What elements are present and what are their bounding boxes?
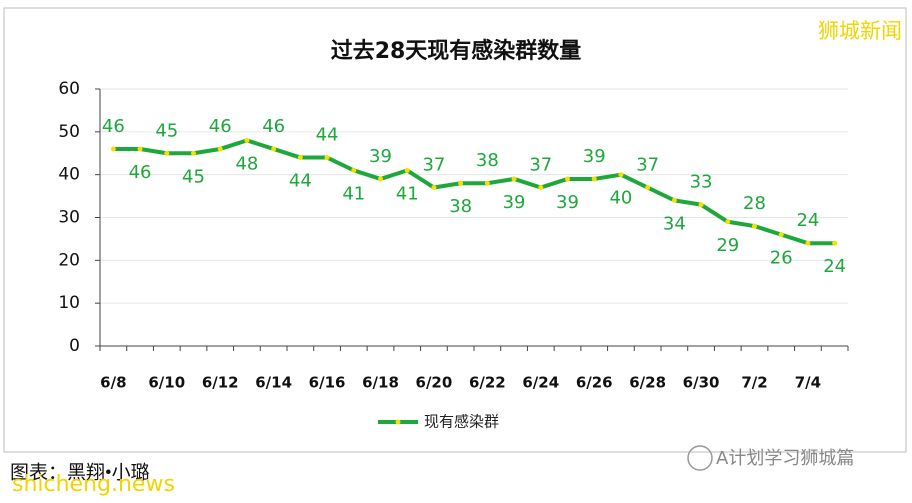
data-label: 45	[182, 166, 205, 187]
y-tick-label: 40	[58, 165, 80, 185]
credit: 图表：黑翔•小璐	[10, 461, 150, 483]
wechat-icon	[687, 445, 713, 471]
point-marker	[351, 167, 357, 173]
point-marker	[832, 240, 838, 246]
data-label: 41	[342, 183, 365, 204]
data-label: 45	[155, 120, 178, 141]
x-tick-label: 6/12	[202, 374, 239, 392]
x-tick-label: 6/20	[416, 374, 453, 392]
point-marker	[671, 197, 677, 203]
x-tick-label: 6/22	[469, 374, 506, 392]
data-label: 39	[583, 146, 606, 167]
legend-label: 现有感染群	[424, 413, 499, 431]
watermark: 狮城新闻	[818, 19, 902, 43]
y-tick-label: 50	[58, 122, 80, 142]
point-marker	[164, 150, 170, 156]
point-marker	[110, 146, 116, 152]
account-name: A计划学习狮城篇	[716, 448, 854, 469]
point-marker	[297, 155, 303, 161]
data-label: 38	[476, 150, 499, 171]
point-marker	[805, 240, 811, 246]
data-label: 48	[235, 153, 258, 174]
x-tick-label: 6/14	[255, 374, 292, 392]
x-tick-label: 6/28	[629, 374, 666, 392]
point-marker	[511, 176, 517, 182]
data-label: 33	[690, 172, 713, 193]
point-marker	[271, 146, 277, 152]
legend-marker	[395, 419, 401, 425]
data-label: 41	[396, 183, 419, 204]
data-label: 44	[289, 171, 312, 192]
point-marker	[244, 137, 250, 143]
x-tick-label: 6/30	[683, 374, 720, 392]
point-marker	[191, 150, 196, 156]
point-marker	[404, 167, 410, 173]
point-marker	[324, 155, 330, 161]
point-marker	[752, 223, 757, 229]
data-label: 24	[823, 256, 846, 277]
site-watermark: shicheng.news	[12, 472, 175, 497]
x-tick-label: 7/2	[741, 374, 767, 392]
data-label: 46	[102, 116, 125, 137]
data-label: 37	[636, 155, 659, 176]
data-label: 34	[663, 213, 686, 234]
y-tick-label: 10	[58, 293, 80, 313]
x-tick-label: 7/4	[795, 374, 821, 392]
data-label: 39	[556, 192, 579, 213]
data-label: 24	[796, 210, 819, 231]
point-marker	[458, 180, 464, 186]
data-label: 44	[316, 125, 339, 146]
y-tick-label: 30	[58, 208, 80, 228]
data-label: 46	[209, 116, 232, 137]
point-marker	[538, 185, 544, 191]
data-label: 39	[503, 192, 526, 213]
data-label: 39	[369, 146, 392, 167]
point-marker	[484, 180, 490, 186]
x-tick-label: 6/26	[576, 374, 613, 392]
point-marker	[778, 232, 784, 238]
data-label: 28	[743, 193, 766, 214]
data-label: 46	[129, 162, 152, 183]
data-label: 37	[422, 155, 445, 176]
point-marker	[698, 202, 704, 208]
data-label: 37	[529, 155, 552, 176]
x-tick-label: 6/16	[309, 374, 346, 392]
y-tick-label: 0	[69, 336, 80, 356]
series-line	[113, 138, 835, 246]
x-tick-label: 6/8	[100, 374, 126, 392]
data-label: 40	[609, 188, 632, 209]
point-marker	[137, 146, 143, 152]
data-label: 46	[262, 116, 285, 137]
point-marker	[645, 185, 651, 191]
point-marker	[565, 176, 570, 182]
chart-title: 过去28天现有感染群数量	[331, 38, 582, 64]
point-marker	[431, 185, 437, 191]
x-tick-label: 6/10	[148, 374, 185, 392]
data-label: 38	[449, 196, 472, 217]
point-marker	[217, 146, 223, 152]
y-tick-label: 60	[58, 79, 80, 99]
y-tick-label: 20	[58, 250, 80, 270]
chart-frame	[3, 7, 907, 453]
point-marker	[618, 172, 624, 178]
point-marker	[591, 176, 597, 182]
x-tick-label: 6/24	[522, 374, 559, 392]
data-label: 26	[770, 248, 793, 269]
point-marker	[725, 219, 731, 225]
data-label: 29	[716, 235, 739, 256]
point-marker	[378, 176, 383, 182]
x-tick-label: 6/18	[362, 374, 399, 392]
